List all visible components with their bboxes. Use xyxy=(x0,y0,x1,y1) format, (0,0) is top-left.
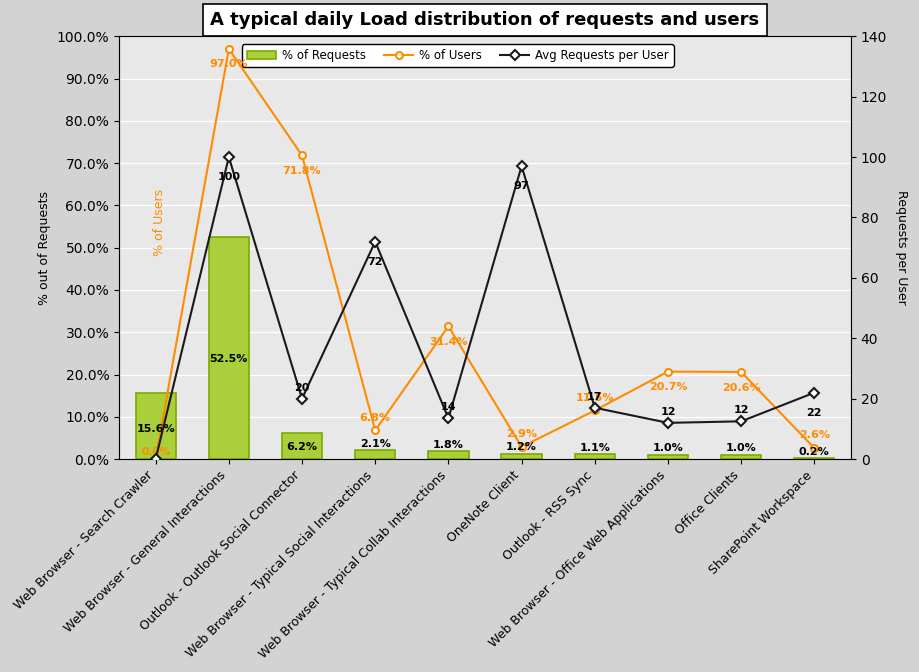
Bar xyxy=(428,452,469,459)
Text: 0.2%: 0.2% xyxy=(799,447,830,456)
Text: 31.4%: 31.4% xyxy=(429,337,468,347)
Text: 52.5%: 52.5% xyxy=(210,354,248,364)
Bar xyxy=(721,455,761,459)
Text: 15.6%: 15.6% xyxy=(136,425,175,434)
Text: 71.8%: 71.8% xyxy=(283,166,322,176)
Text: 11.5%: 11.5% xyxy=(575,393,614,403)
Text: 20: 20 xyxy=(294,382,310,392)
Title: A typical daily Load distribution of requests and users: A typical daily Load distribution of req… xyxy=(210,11,760,29)
Text: 12: 12 xyxy=(733,405,749,415)
Legend: % of Requests, % of Users, Avg Requests per User: % of Requests, % of Users, Avg Requests … xyxy=(242,44,674,67)
Bar xyxy=(648,455,688,459)
Y-axis label: % out of Requests: % out of Requests xyxy=(39,191,51,304)
Text: 6.2%: 6.2% xyxy=(287,442,318,452)
Text: 1.2%: 1.2% xyxy=(506,442,537,452)
Text: 2.6%: 2.6% xyxy=(799,431,830,440)
Text: % of Users: % of Users xyxy=(153,189,165,256)
Text: 22: 22 xyxy=(807,408,823,418)
Text: 97: 97 xyxy=(514,181,529,192)
Text: 72: 72 xyxy=(368,257,383,267)
Y-axis label: Requests per User: Requests per User xyxy=(895,190,908,305)
Text: 100: 100 xyxy=(217,172,241,182)
Bar xyxy=(574,454,615,459)
Text: 1.8%: 1.8% xyxy=(433,439,464,450)
Text: 97.0%: 97.0% xyxy=(210,60,248,69)
Text: 20.6%: 20.6% xyxy=(721,382,761,392)
Bar xyxy=(135,393,176,459)
Text: 2.1%: 2.1% xyxy=(359,439,391,448)
Bar xyxy=(282,433,323,459)
Text: 6.8%: 6.8% xyxy=(359,413,391,423)
Text: 1.0%: 1.0% xyxy=(652,443,684,453)
Text: 12: 12 xyxy=(660,407,675,417)
Text: 1.0%: 1.0% xyxy=(726,443,756,453)
Text: 14: 14 xyxy=(440,403,456,413)
Text: 20.7%: 20.7% xyxy=(649,382,687,392)
Text: 1.1%: 1.1% xyxy=(579,443,610,453)
Text: 0.0%: 0.0% xyxy=(142,448,170,458)
Bar xyxy=(502,454,541,459)
Text: 2.9%: 2.9% xyxy=(506,429,537,439)
Bar xyxy=(794,458,834,459)
Bar xyxy=(355,450,395,459)
Bar xyxy=(209,237,249,459)
Text: 17: 17 xyxy=(587,392,603,402)
